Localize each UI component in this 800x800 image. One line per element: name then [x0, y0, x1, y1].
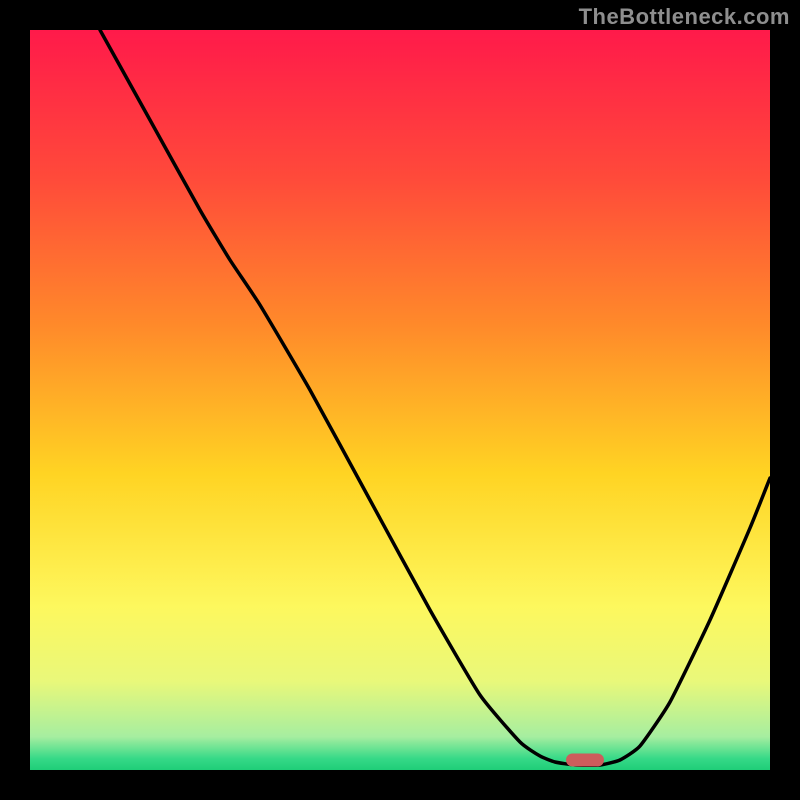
chart-svg	[30, 30, 770, 770]
chart-area	[30, 30, 770, 770]
optimum-marker	[566, 754, 604, 767]
watermark-text: TheBottleneck.com	[579, 4, 790, 30]
chart-background	[30, 30, 770, 770]
outer-frame: TheBottleneck.com	[0, 0, 800, 800]
